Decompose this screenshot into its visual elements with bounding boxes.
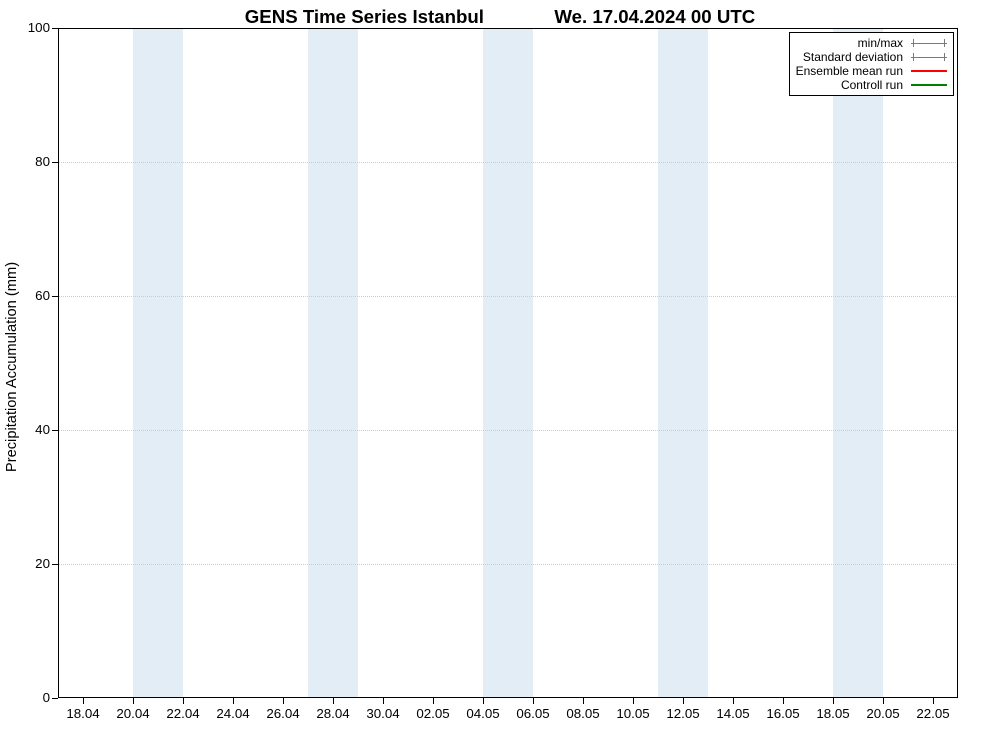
- legend-entry-swatch: [911, 38, 947, 48]
- weekend-band: [308, 28, 333, 698]
- x-tick-mark: [233, 698, 234, 704]
- legend-entry-label: Controll run: [841, 78, 903, 92]
- x-tick-mark: [433, 698, 434, 704]
- x-tick-mark: [933, 698, 934, 704]
- x-tick-mark: [83, 698, 84, 704]
- x-tick-mark: [183, 698, 184, 704]
- x-tick-label: 14.05: [708, 706, 758, 721]
- x-tick-label: 08.05: [558, 706, 608, 721]
- y-tick-label: 60: [10, 288, 50, 303]
- gridline-horizontal: [58, 162, 958, 163]
- legend-entry: Controll run: [796, 78, 947, 92]
- weekend-band: [483, 28, 508, 698]
- chart-container: { "title": { "left": "GENS Time Series I…: [0, 0, 1000, 733]
- title-left: GENS Time Series Istanbul: [245, 6, 484, 27]
- x-tick-mark: [733, 698, 734, 704]
- x-tick-label: 02.05: [408, 706, 458, 721]
- weekend-band: [683, 28, 708, 698]
- y-tick-label: 20: [10, 556, 50, 571]
- x-tick-label: 24.04: [208, 706, 258, 721]
- x-tick-mark: [533, 698, 534, 704]
- y-tick-mark: [52, 564, 58, 565]
- y-tick-label: 0: [10, 690, 50, 705]
- weekend-band: [833, 28, 858, 698]
- x-tick-label: 18.04: [58, 706, 108, 721]
- x-tick-mark: [283, 698, 284, 704]
- x-tick-label: 16.05: [758, 706, 808, 721]
- gridline-horizontal: [58, 564, 958, 565]
- x-tick-label: 22.04: [158, 706, 208, 721]
- x-tick-label: 28.04: [308, 706, 358, 721]
- weekend-band: [508, 28, 533, 698]
- x-tick-label: 04.05: [458, 706, 508, 721]
- weekend-band: [858, 28, 883, 698]
- x-tick-label: 30.04: [358, 706, 408, 721]
- x-tick-mark: [833, 698, 834, 704]
- x-tick-label: 26.04: [258, 706, 308, 721]
- y-tick-mark: [52, 296, 58, 297]
- x-tick-label: 06.05: [508, 706, 558, 721]
- y-axis-label-wrap: Precipitation Accumulation (mm): [0, 0, 24, 733]
- x-tick-label: 22.05: [908, 706, 958, 721]
- plot-area: [58, 28, 958, 698]
- y-tick-mark: [52, 28, 58, 29]
- legend-entry-swatch: [911, 80, 947, 90]
- legend-entry: Ensemble mean run: [796, 64, 947, 78]
- legend-entry: Standard deviation: [796, 50, 947, 64]
- y-tick-label: 40: [10, 422, 50, 437]
- chart-title: GENS Time Series Istanbul We. 17.04.2024…: [0, 6, 1000, 28]
- legend-entry: min/max: [796, 36, 947, 50]
- x-tick-label: 18.05: [808, 706, 858, 721]
- legend-entry-label: Standard deviation: [803, 50, 903, 64]
- x-tick-mark: [683, 698, 684, 704]
- gridline-horizontal: [58, 430, 958, 431]
- x-tick-mark: [583, 698, 584, 704]
- x-tick-mark: [383, 698, 384, 704]
- gridline-horizontal: [58, 296, 958, 297]
- legend-entry-label: Ensemble mean run: [796, 64, 903, 78]
- x-tick-mark: [133, 698, 134, 704]
- x-tick-label: 10.05: [608, 706, 658, 721]
- x-tick-label: 20.04: [108, 706, 158, 721]
- legend: min/maxStandard deviationEnsemble mean r…: [789, 32, 954, 96]
- x-tick-mark: [633, 698, 634, 704]
- weekend-band: [133, 28, 158, 698]
- x-tick-label: 12.05: [658, 706, 708, 721]
- x-tick-mark: [783, 698, 784, 704]
- weekend-band: [658, 28, 683, 698]
- y-tick-mark: [52, 698, 58, 699]
- y-tick-mark: [52, 430, 58, 431]
- weekend-band: [333, 28, 358, 698]
- x-tick-mark: [483, 698, 484, 704]
- legend-entry-swatch: [911, 52, 947, 62]
- x-tick-mark: [883, 698, 884, 704]
- y-tick-label: 100: [10, 20, 50, 35]
- legend-entry-swatch: [911, 66, 947, 76]
- weekend-band: [158, 28, 183, 698]
- legend-entry-label: min/max: [858, 36, 903, 50]
- y-tick-label: 80: [10, 154, 50, 169]
- x-tick-mark: [333, 698, 334, 704]
- x-tick-label: 20.05: [858, 706, 908, 721]
- y-tick-mark: [52, 162, 58, 163]
- title-right: We. 17.04.2024 00 UTC: [554, 6, 755, 27]
